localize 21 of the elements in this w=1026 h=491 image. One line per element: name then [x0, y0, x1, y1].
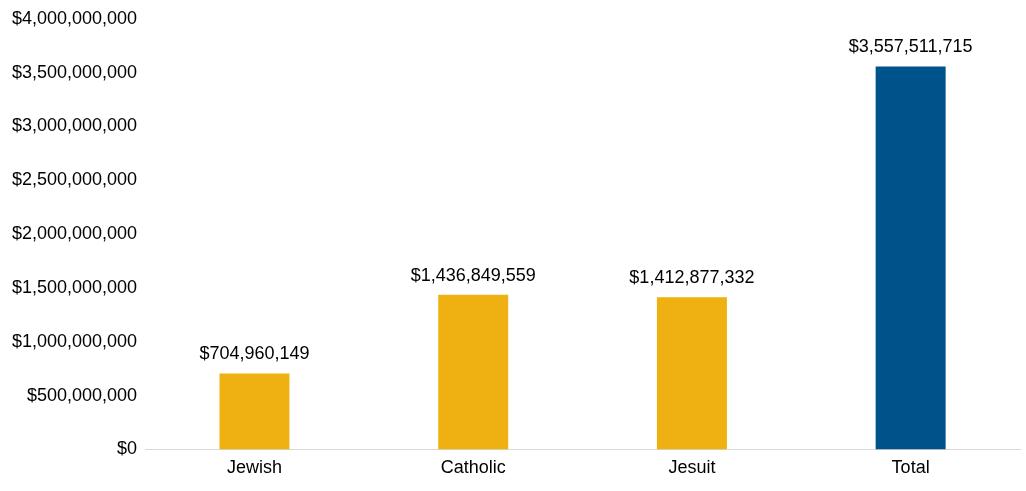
data-label: $1,412,877,332	[629, 267, 755, 288]
bar	[656, 297, 727, 450]
x-tick-label: Jewish	[226, 457, 282, 478]
x-tick-label: Total	[891, 457, 930, 478]
data-label: $1,436,849,559	[410, 264, 536, 285]
data-label: $704,960,149	[199, 343, 310, 364]
y-tick-label: $0	[117, 438, 138, 459]
y-tick-label: $500,000,000	[27, 384, 138, 405]
y-tick-label: $1,000,000,000	[12, 330, 138, 351]
bar	[438, 294, 509, 450]
y-tick-label: $3,000,000,000	[12, 115, 138, 136]
y-tick-label: $2,000,000,000	[12, 223, 138, 244]
y-tick-label: $2,500,000,000	[12, 169, 138, 190]
x-tick-label: Catholic	[440, 457, 506, 478]
y-tick-label: $3,500,000,000	[12, 61, 138, 82]
x-tick-label: Jesuit	[668, 457, 716, 478]
bar	[875, 66, 946, 450]
data-label: $3,557,511,715	[848, 36, 973, 57]
bar	[219, 373, 290, 450]
y-tick-label: $4,000,000,000	[12, 7, 138, 28]
y-tick-label: $1,500,000,000	[12, 276, 138, 297]
